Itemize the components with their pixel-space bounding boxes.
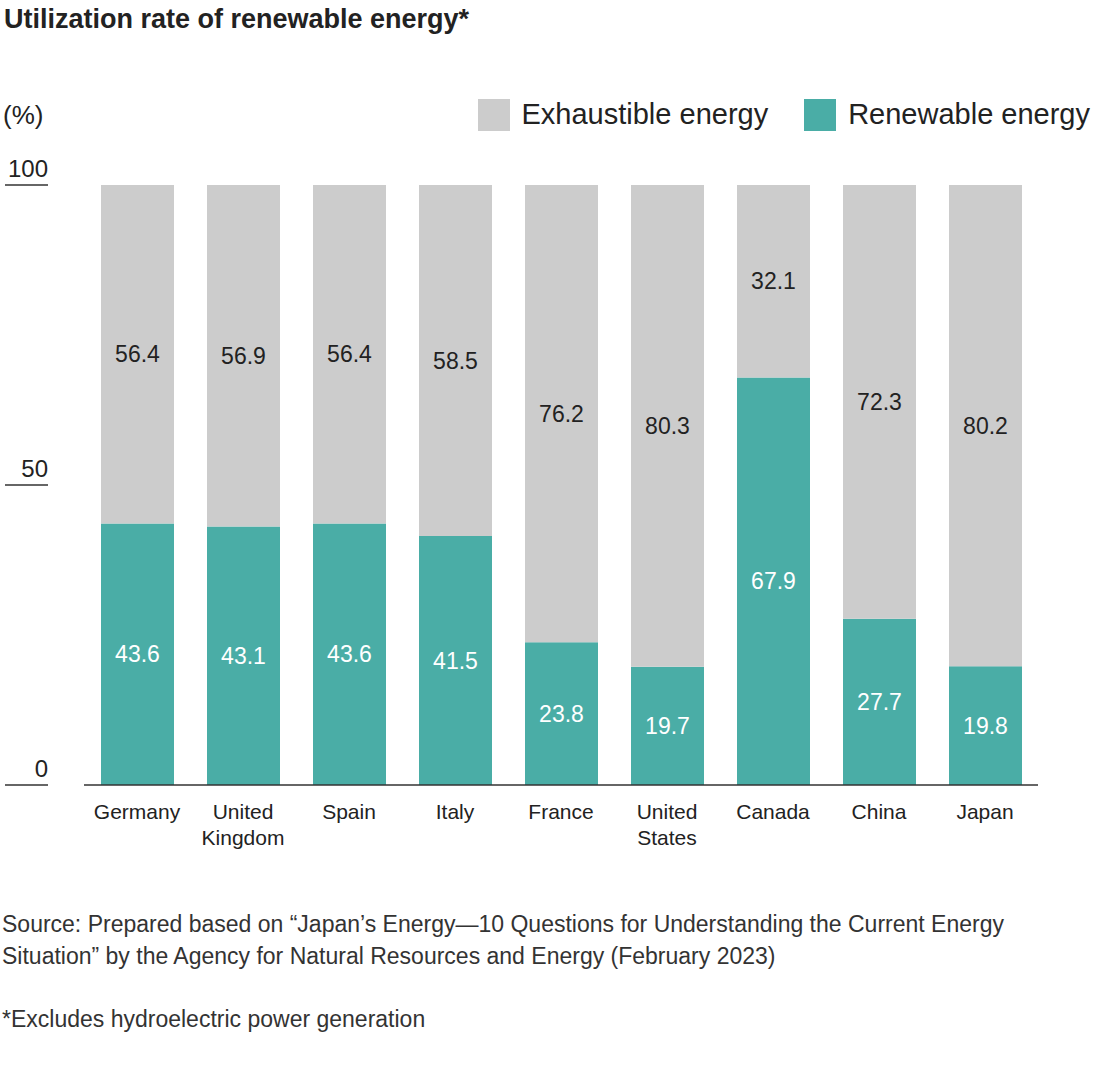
svg-text:56.4: 56.4 bbox=[327, 341, 372, 367]
svg-text:UnitedKingdom: UnitedKingdom bbox=[202, 800, 285, 849]
svg-text:43.6: 43.6 bbox=[115, 641, 160, 667]
svg-text:56.4: 56.4 bbox=[115, 341, 160, 367]
svg-text:43.1: 43.1 bbox=[221, 643, 266, 669]
svg-text:80.3: 80.3 bbox=[645, 413, 690, 439]
svg-text:58.5: 58.5 bbox=[433, 348, 478, 374]
svg-text:50: 50 bbox=[21, 455, 48, 482]
svg-text:Canada: Canada bbox=[736, 800, 810, 823]
svg-text:0: 0 bbox=[35, 755, 48, 782]
svg-text:Spain: Spain bbox=[322, 800, 376, 823]
svg-text:56.9: 56.9 bbox=[221, 343, 266, 369]
svg-text:Japan: Japan bbox=[956, 800, 1013, 823]
svg-text:23.8: 23.8 bbox=[539, 701, 584, 727]
svg-text:41.5: 41.5 bbox=[433, 648, 478, 674]
svg-text:19.7: 19.7 bbox=[645, 713, 690, 739]
svg-text:72.3: 72.3 bbox=[857, 389, 902, 415]
svg-text:32.1: 32.1 bbox=[751, 268, 796, 294]
html-text:Renewable energy: Renewable energy bbox=[848, 98, 1090, 130]
svg-text:27.7: 27.7 bbox=[857, 689, 902, 715]
html-text:Utilization rate of renewable: Utilization rate of renewable energy* bbox=[4, 4, 470, 34]
svg-text:UnitedStates: UnitedStates bbox=[637, 800, 698, 849]
html-text:*Excludes hydroelectric power: *Excludes hydroelectric power generation bbox=[2, 1006, 426, 1032]
svg-text:100: 100 bbox=[8, 155, 48, 182]
html-text:Exhaustible energy: Exhaustible energy bbox=[521, 98, 769, 130]
svg-text:19.8: 19.8 bbox=[963, 713, 1008, 739]
svg-text:Italy: Italy bbox=[436, 800, 475, 823]
svg-text:Germany: Germany bbox=[94, 800, 181, 823]
html-text:Source: Prepared based on “Jap: Source: Prepared based on “Japan’s Energ… bbox=[2, 911, 1004, 969]
svg-text:China: China bbox=[852, 800, 907, 823]
svg-text:43.6: 43.6 bbox=[327, 641, 372, 667]
svg-text:France: France bbox=[528, 800, 593, 823]
svg-text:80.2: 80.2 bbox=[963, 413, 1008, 439]
svg-text:67.9: 67.9 bbox=[751, 568, 796, 594]
svg-text:76.2: 76.2 bbox=[539, 401, 584, 427]
